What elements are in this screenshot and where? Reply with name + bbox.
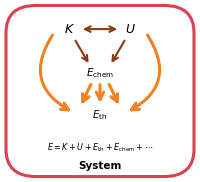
Text: $E_{\rm chem}$: $E_{\rm chem}$ — [86, 66, 114, 80]
Text: $U$: $U$ — [125, 23, 135, 36]
Text: $K$: $K$ — [64, 23, 76, 36]
Text: $E = K + U + E_{\rm th} + E_{\rm chem} + \cdots$: $E = K + U + E_{\rm th} + E_{\rm chem} +… — [47, 141, 153, 154]
Text: System: System — [78, 161, 122, 171]
FancyBboxPatch shape — [6, 5, 194, 177]
Text: $E_{\rm th}$: $E_{\rm th}$ — [92, 108, 108, 122]
